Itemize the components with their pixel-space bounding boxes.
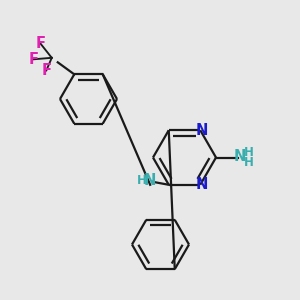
Text: F: F	[35, 36, 45, 51]
Text: N: N	[196, 123, 208, 138]
Text: H: H	[244, 156, 253, 169]
Text: H: H	[137, 174, 147, 187]
Text: H: H	[244, 146, 253, 159]
Text: N: N	[234, 149, 246, 164]
Text: N: N	[144, 173, 156, 188]
Text: F: F	[28, 52, 38, 67]
Text: F: F	[41, 63, 51, 78]
Text: N: N	[196, 177, 208, 192]
